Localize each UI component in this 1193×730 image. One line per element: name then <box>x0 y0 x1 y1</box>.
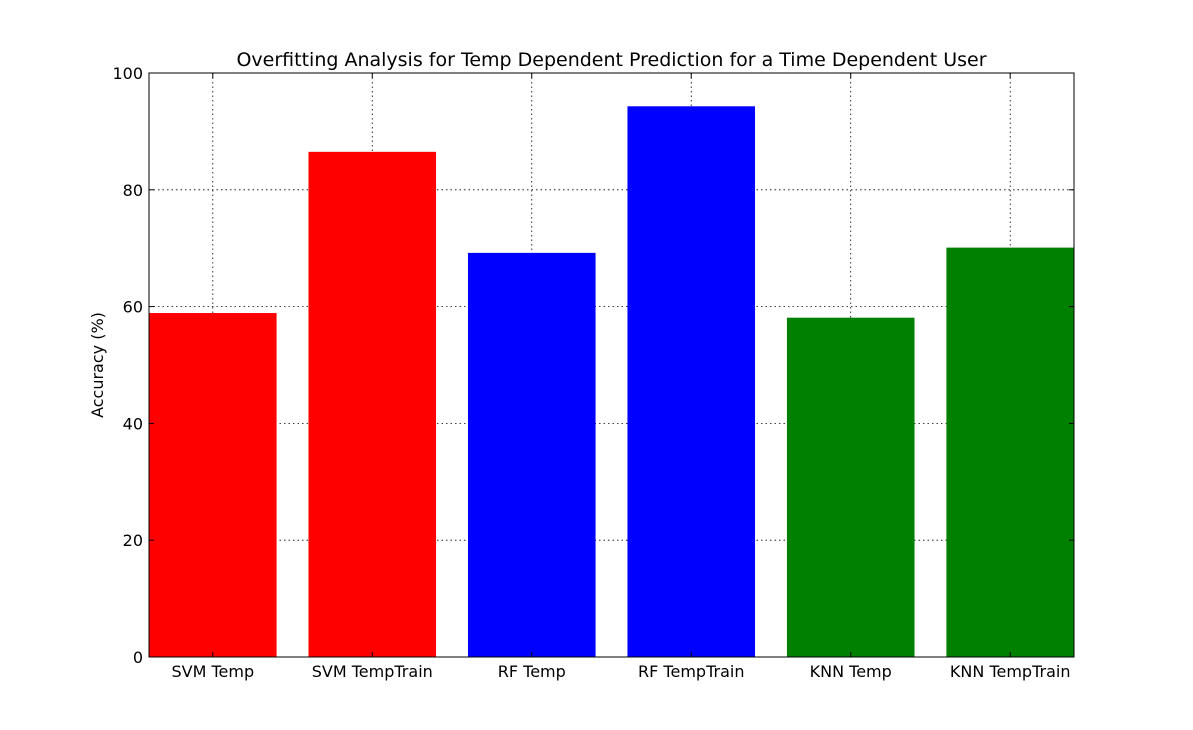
plot-frame <box>148 72 1075 658</box>
x-tick-label-4: KNN Temp <box>810 662 892 681</box>
y-tick-label-1: 20 <box>123 531 143 550</box>
y-axis-label: Accuracy (%) <box>88 312 107 418</box>
x-tick-label-1: SVM TempTrain <box>312 662 433 681</box>
bar-2 <box>467 252 596 657</box>
bar-1 <box>308 151 437 657</box>
y-tick-label-3: 60 <box>123 298 143 317</box>
x-tick-label-2: RF Temp <box>498 662 566 681</box>
bar-0 <box>149 313 277 657</box>
ticks: 0 20 40 60 80 100 SVM Temp SVM TempTrain RF Temp… <box>112 64 1074 681</box>
bar-4 <box>786 317 915 657</box>
x-tick-label-5: KNN TempTrain <box>950 662 1071 681</box>
y-tick-label-0: 0 <box>133 648 143 667</box>
x-tick-label-0: SVM Temp <box>171 662 254 681</box>
y-tick-label-2: 40 <box>123 414 143 433</box>
bar-3 <box>627 106 756 657</box>
y-tick-label-5: 100 <box>112 64 143 83</box>
bar-5 <box>946 247 1074 657</box>
chart-title: Overfitting Analysis for Temp Dependent … <box>236 49 986 71</box>
gridlines <box>149 73 1074 657</box>
bars <box>149 106 1074 657</box>
x-tick-label-3: RF TempTrain <box>638 662 744 681</box>
y-tick-label-4: 80 <box>123 181 143 200</box>
